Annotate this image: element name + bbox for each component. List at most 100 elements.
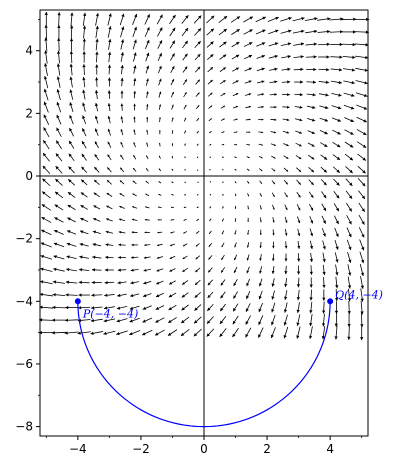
arrow-head — [68, 153, 72, 158]
arrow-head — [194, 282, 198, 285]
field-arrow — [42, 139, 50, 150]
field-arrow — [44, 50, 48, 64]
arrow-head — [94, 90, 99, 94]
arrow-head — [133, 65, 137, 69]
field-arrow — [146, 116, 149, 123]
field-arrow — [120, 116, 124, 124]
field-arrow — [208, 105, 213, 109]
field-arrow — [284, 216, 288, 223]
field-arrow — [53, 229, 64, 235]
arrow-head — [313, 67, 317, 72]
arrow-head — [119, 205, 122, 209]
arrow-head — [144, 231, 147, 234]
field-arrow — [283, 179, 289, 185]
field-arrow — [107, 128, 111, 136]
field-arrow — [296, 302, 300, 314]
arrow-head — [338, 80, 342, 85]
arrow-head — [352, 55, 356, 59]
arrow-head — [297, 233, 301, 236]
field-arrow — [39, 280, 53, 285]
arrow-head — [274, 105, 277, 109]
field-arrow — [206, 41, 214, 48]
arrow-head — [336, 182, 340, 186]
arrow-head — [104, 293, 108, 297]
field-arrow — [330, 68, 343, 72]
arrow-head — [261, 54, 265, 59]
field-arrow — [171, 130, 174, 135]
field-arrow — [245, 327, 252, 338]
field-arrow — [284, 253, 288, 262]
arrow-head — [321, 336, 325, 340]
arrow-head — [349, 157, 353, 161]
arrow-head — [323, 182, 327, 186]
arrow-head — [119, 193, 122, 196]
arrow-head — [311, 156, 315, 160]
field-arrow — [142, 317, 153, 323]
arrow-head — [146, 104, 149, 107]
arrow-head — [326, 68, 330, 72]
arrow-head — [299, 118, 303, 122]
arrow-head — [348, 272, 352, 276]
arrow-head — [234, 220, 237, 222]
field-arrow — [358, 214, 365, 225]
arrow-head — [219, 320, 224, 325]
arrow-head — [159, 27, 163, 31]
field-arrow — [334, 240, 339, 250]
arrow-head — [246, 270, 250, 274]
arrow-head — [107, 90, 111, 94]
arrow-head — [208, 269, 211, 273]
arrow-head — [91, 306, 95, 310]
arrow-head — [197, 193, 199, 196]
field-arrow — [154, 329, 165, 336]
field-arrow — [158, 78, 162, 86]
arrow-head — [170, 231, 173, 234]
arrow-head — [67, 217, 71, 221]
arrow-head — [132, 206, 135, 208]
field-arrow — [321, 313, 326, 327]
field-arrow — [42, 178, 51, 187]
field-arrow — [306, 67, 317, 72]
field-arrow — [233, 131, 238, 133]
arrow-head — [285, 194, 288, 198]
field-arrow — [233, 279, 238, 287]
field-arrow — [347, 313, 351, 328]
arrow-head — [337, 131, 341, 135]
field-arrow — [355, 67, 369, 72]
field-arrow — [342, 30, 356, 34]
arrow-head — [65, 305, 69, 310]
field-arrow — [120, 103, 124, 111]
arrow-head — [90, 331, 94, 335]
field-arrow — [131, 231, 138, 234]
arrow-head — [262, 16, 266, 20]
arrow-head — [82, 76, 86, 81]
field-arrow — [182, 79, 188, 85]
field-arrow — [180, 329, 190, 337]
field-arrow — [156, 280, 164, 285]
arrow-head — [120, 39, 125, 43]
field-arrow — [158, 155, 161, 159]
field-arrow — [322, 301, 326, 314]
arrow-head — [348, 246, 352, 251]
field-arrow — [283, 155, 289, 160]
arrow-head — [43, 114, 47, 118]
arrow-head — [248, 54, 253, 58]
arrow-head — [69, 76, 73, 80]
field-arrow — [233, 118, 238, 121]
field-arrow — [304, 17, 318, 21]
field-arrow — [167, 329, 178, 336]
field-arrow — [208, 118, 213, 122]
arrow-head — [210, 131, 212, 133]
arrow-head — [259, 270, 262, 274]
field-arrow — [296, 289, 301, 301]
arrow-head — [360, 337, 364, 341]
arrow-head — [94, 115, 98, 119]
arrow-head — [221, 245, 224, 248]
arrow-head — [145, 193, 148, 196]
arrow-head — [348, 195, 353, 199]
arrow-head — [146, 78, 149, 82]
field-arrow — [258, 327, 264, 338]
field-arrow — [145, 65, 150, 74]
field-arrow — [68, 140, 75, 149]
field-arrow — [355, 92, 368, 98]
arrow-head — [366, 17, 370, 22]
